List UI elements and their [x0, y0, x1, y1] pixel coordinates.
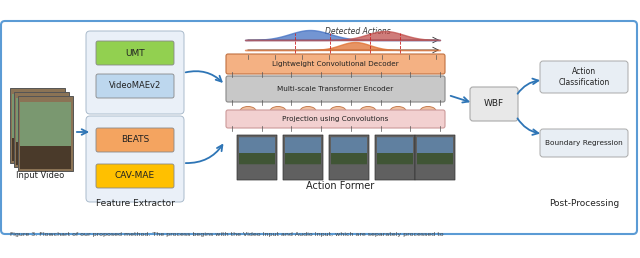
FancyBboxPatch shape: [96, 128, 174, 152]
Text: Action Former: Action Former: [306, 181, 374, 191]
Ellipse shape: [240, 107, 256, 116]
FancyBboxPatch shape: [226, 110, 445, 128]
Ellipse shape: [330, 107, 346, 116]
FancyBboxPatch shape: [226, 54, 445, 74]
FancyBboxPatch shape: [285, 140, 321, 164]
FancyBboxPatch shape: [18, 96, 73, 171]
FancyBboxPatch shape: [10, 88, 65, 163]
FancyBboxPatch shape: [377, 137, 413, 153]
FancyBboxPatch shape: [226, 76, 445, 102]
FancyBboxPatch shape: [20, 102, 71, 169]
Text: WBF: WBF: [484, 100, 504, 109]
FancyBboxPatch shape: [16, 142, 67, 165]
Text: Post-Processing: Post-Processing: [549, 198, 619, 207]
FancyBboxPatch shape: [237, 135, 277, 180]
FancyBboxPatch shape: [375, 135, 415, 180]
Text: UMT: UMT: [125, 49, 145, 58]
Text: Feature Extractor: Feature Extractor: [95, 198, 175, 207]
Ellipse shape: [270, 107, 286, 116]
FancyBboxPatch shape: [283, 135, 323, 180]
Ellipse shape: [390, 107, 406, 116]
Text: Multi-scale Transformer Encoder: Multi-scale Transformer Encoder: [277, 86, 393, 92]
Ellipse shape: [300, 107, 316, 116]
FancyBboxPatch shape: [239, 137, 275, 153]
Text: Figure 3. Flowchart of our proposed method. The process begins with the Video In: Figure 3. Flowchart of our proposed meth…: [10, 232, 444, 237]
Text: Action
Classification: Action Classification: [558, 67, 610, 87]
Text: Detected Actions: Detected Actions: [325, 28, 391, 36]
FancyBboxPatch shape: [86, 31, 184, 114]
Text: CAV-MAE: CAV-MAE: [115, 172, 155, 181]
FancyBboxPatch shape: [86, 116, 184, 202]
FancyBboxPatch shape: [540, 61, 628, 93]
FancyBboxPatch shape: [239, 140, 275, 164]
FancyBboxPatch shape: [16, 98, 67, 165]
Text: Input Video: Input Video: [16, 172, 64, 181]
Text: BEATS: BEATS: [121, 135, 149, 144]
FancyBboxPatch shape: [470, 87, 518, 121]
FancyBboxPatch shape: [331, 140, 367, 164]
FancyBboxPatch shape: [96, 74, 174, 98]
Text: VideoMAEv2: VideoMAEv2: [109, 82, 161, 91]
FancyBboxPatch shape: [96, 164, 174, 188]
FancyBboxPatch shape: [20, 146, 71, 169]
FancyBboxPatch shape: [329, 135, 369, 180]
Text: Lightweight Convolutional Decoder: Lightweight Convolutional Decoder: [271, 61, 398, 67]
FancyBboxPatch shape: [12, 138, 63, 161]
FancyBboxPatch shape: [331, 137, 367, 153]
FancyBboxPatch shape: [96, 41, 174, 65]
FancyBboxPatch shape: [377, 140, 413, 164]
Ellipse shape: [360, 107, 376, 116]
FancyBboxPatch shape: [14, 92, 69, 167]
FancyBboxPatch shape: [540, 129, 628, 157]
Text: Boundary Regression: Boundary Regression: [545, 140, 623, 146]
FancyBboxPatch shape: [417, 137, 453, 153]
FancyBboxPatch shape: [415, 135, 455, 180]
FancyBboxPatch shape: [285, 137, 321, 153]
FancyBboxPatch shape: [417, 140, 453, 164]
Ellipse shape: [420, 107, 436, 116]
Text: Projection using Convolutions: Projection using Convolutions: [282, 116, 388, 122]
FancyBboxPatch shape: [12, 94, 63, 161]
